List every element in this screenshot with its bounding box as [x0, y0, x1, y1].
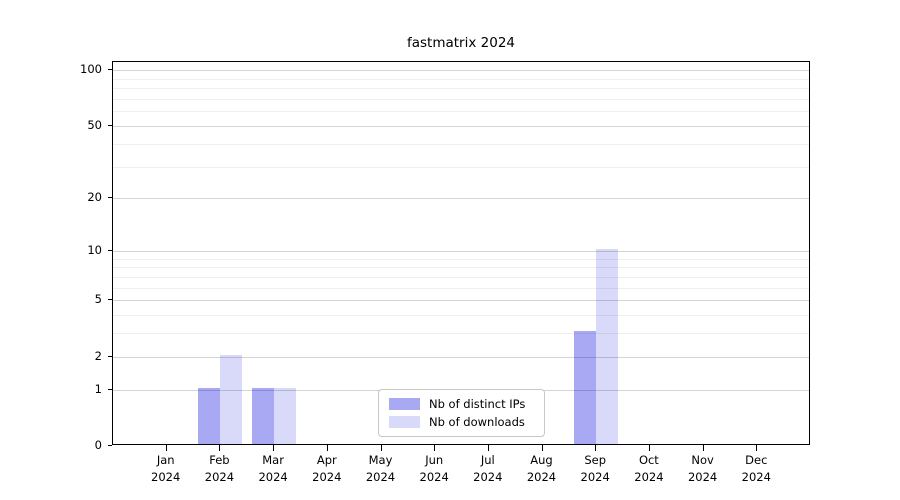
x-tick-mark [702, 445, 704, 451]
y-tick-label: 100 [80, 62, 102, 77]
y-tick-mark [108, 125, 112, 126]
major-gridline [113, 250, 809, 252]
legend-item: Nb of distinct IPs [389, 397, 534, 411]
legend-label: Nb of distinct IPs [429, 397, 526, 411]
x-tick-mark [434, 445, 436, 451]
x-tick-mark [380, 445, 382, 451]
x-tick-mark [487, 445, 489, 451]
legend-item: Nb of downloads [389, 415, 534, 429]
minor-gridline [113, 88, 809, 90]
x-tick-label: May 2024 [365, 453, 396, 484]
legend-swatch [389, 416, 420, 428]
legend-swatch [389, 398, 420, 410]
minor-gridline [113, 315, 809, 316]
major-gridline [113, 198, 809, 200]
minor-gridline [113, 267, 809, 269]
minor-gridline [113, 333, 809, 335]
x-tick-mark [219, 445, 221, 451]
y-tick-mark [108, 388, 112, 390]
y-tick-mark [108, 355, 112, 357]
bar-downloads-sep [596, 248, 619, 444]
major-gridline [113, 356, 809, 358]
bar-distinct-ips-feb [198, 387, 221, 444]
y-tick-label: 2 [94, 348, 102, 363]
y-tick-mark [108, 445, 112, 446]
y-tick-label: 1 [94, 381, 102, 396]
y-tick-label: 5 [94, 292, 102, 307]
y-tick-label: 10 [87, 242, 102, 257]
minor-gridline [113, 78, 809, 80]
major-gridline [113, 126, 809, 127]
x-tick-mark [273, 445, 275, 451]
minor-gridline [113, 99, 809, 101]
y-tick-label: 50 [87, 118, 102, 132]
x-tick-mark [326, 445, 328, 451]
major-gridline [113, 70, 809, 72]
bar-distinct-ips-sep [574, 331, 597, 444]
minor-gridline [113, 258, 809, 260]
plot-area: Nb of distinct IPs Nb of downloads [112, 61, 810, 445]
x-tick-label: Oct 2024 [634, 453, 664, 484]
y-tick-mark [108, 197, 112, 199]
legend: Nb of distinct IPs Nb of downloads [378, 389, 545, 437]
y-tick-label: 0 [94, 438, 102, 452]
x-tick-label: Aug 2024 [526, 453, 557, 484]
x-tick-label: Jul 2024 [473, 453, 503, 484]
major-gridline [113, 300, 809, 302]
bar-downloads-feb [220, 354, 243, 444]
x-tick-mark [648, 445, 650, 451]
x-tick-mark [595, 445, 597, 451]
x-tick-mark [541, 445, 543, 451]
chart-title: fastmatrix 2024 [406, 35, 515, 51]
bar-distinct-ips-mar [252, 387, 275, 444]
minor-gridline [113, 287, 809, 289]
minor-gridline [113, 166, 809, 168]
legend-label: Nb of downloads [429, 415, 525, 429]
y-tick-mark [108, 249, 112, 251]
y-tick-mark [108, 299, 112, 301]
x-tick-label: Jun 2024 [419, 453, 449, 484]
y-tick-mark [108, 69, 112, 71]
x-tick-label: Dec 2024 [741, 453, 771, 484]
x-tick-label: Jan 2024 [151, 453, 181, 484]
minor-gridline [113, 276, 809, 278]
x-tick-mark [756, 445, 758, 451]
x-tick-label: Apr 2024 [312, 453, 342, 484]
x-tick-label: Nov 2024 [687, 453, 718, 484]
x-tick-label: Feb 2024 [204, 453, 235, 484]
y-tick-label: 20 [87, 190, 102, 205]
x-tick-label: Mar 2024 [258, 453, 288, 484]
minor-gridline [113, 111, 809, 113]
bar-downloads-mar [274, 387, 297, 444]
minor-gridline [113, 143, 809, 145]
x-tick-label: Sep 2024 [580, 453, 610, 484]
x-tick-mark [165, 445, 167, 451]
